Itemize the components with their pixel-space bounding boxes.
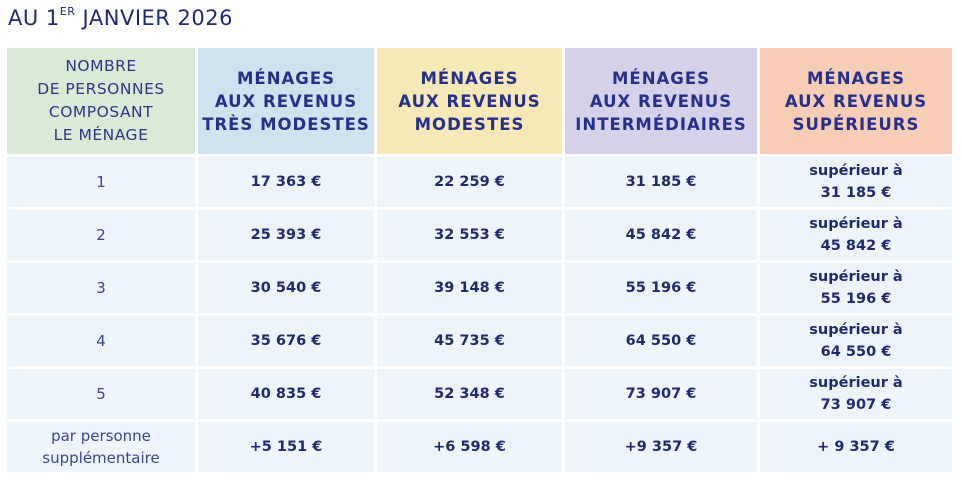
table-cell: 35 676 € [198, 316, 374, 366]
table-cell: 73 907 € [565, 369, 757, 419]
header-modest: MÉNAGES AUX REVENUS MODESTES [377, 48, 562, 154]
title-rest: JANVIER 2026 [75, 6, 233, 30]
table-cell: 31 185 € [565, 157, 757, 207]
table-cell: 55 196 € [565, 263, 757, 313]
table-cell: 39 148 € [377, 263, 562, 313]
table-cell: 30 540 € [198, 263, 374, 313]
table-cell: supérieur à 64 550 € [760, 316, 952, 366]
table-cell: 45 842 € [565, 210, 757, 260]
row-label: 1 [7, 157, 195, 207]
table-cell: supérieur à 45 842 € [760, 210, 952, 260]
title-main: AU 1 [8, 6, 60, 30]
table-cell: 40 835 € [198, 369, 374, 419]
table-cell: +9 357 € [565, 422, 757, 472]
table-cell: 22 259 € [377, 157, 562, 207]
row-label: 2 [7, 210, 195, 260]
header-very-modest: MÉNAGES AUX REVENUS TRÈS MODESTES [198, 48, 374, 154]
table-cell: 52 348 € [377, 369, 562, 419]
table-cell: + 9 357 € [760, 422, 952, 472]
header-superior: MÉNAGES AUX REVENUS SUPÉRIEURS [760, 48, 952, 154]
income-ceiling-table: NOMBRE DE PERSONNES COMPOSANT LE MÉNAGE … [7, 48, 952, 472]
title-superscript: ER [59, 5, 76, 18]
row-label: 5 [7, 369, 195, 419]
table-cell: supérieur à 73 907 € [760, 369, 952, 419]
row-label: par personne supplémentaire [7, 422, 195, 472]
table-cell: 45 735 € [377, 316, 562, 366]
table-cell: supérieur à 31 185 € [760, 157, 952, 207]
table-cell: 64 550 € [565, 316, 757, 366]
row-label: 4 [7, 316, 195, 366]
table-cell: 17 363 € [198, 157, 374, 207]
page-title: AU 1ER JANVIER 2026 [8, 5, 233, 30]
table-cell: +6 598 € [377, 422, 562, 472]
row-label: 3 [7, 263, 195, 313]
table-cell: 25 393 € [198, 210, 374, 260]
header-household-size: NOMBRE DE PERSONNES COMPOSANT LE MÉNAGE [7, 48, 195, 154]
table-cell: 32 553 € [377, 210, 562, 260]
header-intermediate: MÉNAGES AUX REVENUS INTERMÉDIAIRES [565, 48, 757, 154]
table-cell: supérieur à 55 196 € [760, 263, 952, 313]
table-cell: +5 151 € [198, 422, 374, 472]
